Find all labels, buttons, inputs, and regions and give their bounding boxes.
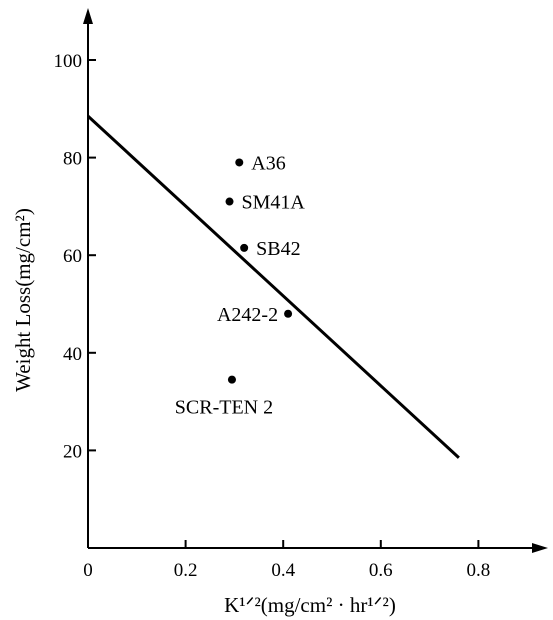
data-point bbox=[284, 309, 293, 318]
x-axis-arrow bbox=[532, 543, 548, 553]
point-label: A36 bbox=[251, 152, 285, 174]
x-ticks: 0 0.2 0.4 0.6 0.8 bbox=[83, 540, 490, 581]
point-label: SM41A bbox=[242, 192, 306, 214]
y-tick-label: 80 bbox=[63, 149, 82, 170]
trend-line bbox=[86, 115, 460, 459]
y-tick-label: 100 bbox=[54, 51, 83, 72]
data-point bbox=[227, 375, 236, 384]
x-tick-label: 0.4 bbox=[271, 560, 295, 581]
y-tick-label: 60 bbox=[63, 246, 82, 267]
x-tick-label: 0.6 bbox=[369, 560, 393, 581]
point-label: A242-2 bbox=[217, 304, 278, 326]
data-point bbox=[240, 243, 249, 252]
y-axis-title: Weight Loss(mg/cm²) bbox=[11, 208, 35, 392]
x-axis-title: K¹ᐟ²(mg/cm² · hr¹ᐟ²) bbox=[224, 593, 396, 617]
data-point bbox=[235, 158, 244, 167]
y-ticks: 20 40 60 80 100 bbox=[54, 51, 96, 462]
y-tick-label: 20 bbox=[63, 441, 82, 462]
x-tick-label: 0.2 bbox=[174, 560, 198, 581]
y-axis-arrow bbox=[83, 8, 93, 24]
x-tick-label: 0.8 bbox=[467, 560, 491, 581]
data-points: A36 SM41A SB42 A242-2 SCR-TEN 2 bbox=[175, 152, 306, 418]
x-tick-label: 0 bbox=[83, 560, 93, 581]
y-tick-label: 40 bbox=[63, 344, 82, 365]
data-point bbox=[225, 197, 234, 206]
point-label: SCR-TEN 2 bbox=[175, 397, 273, 419]
point-label: SB42 bbox=[256, 238, 300, 260]
axes bbox=[83, 8, 548, 553]
